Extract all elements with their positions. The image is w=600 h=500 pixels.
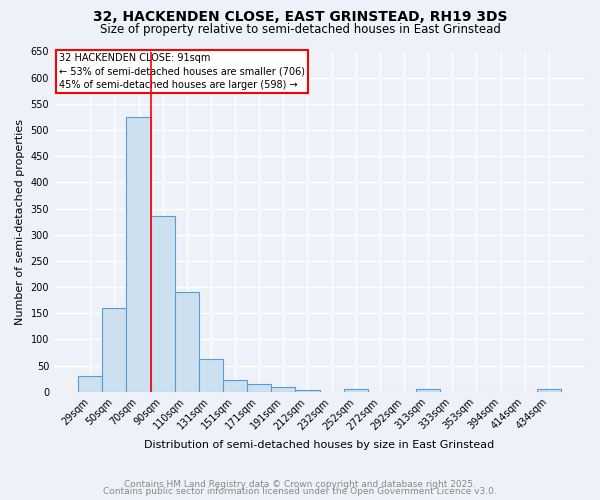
Bar: [78, 376, 103, 392]
X-axis label: Distribution of semi-detached houses by size in East Grinstead: Distribution of semi-detached houses by …: [145, 440, 494, 450]
Bar: [127, 117, 151, 392]
Bar: [344, 389, 368, 392]
Bar: [537, 389, 561, 392]
Bar: [223, 380, 247, 392]
Text: Contains public sector information licensed under the Open Government Licence v3: Contains public sector information licen…: [103, 487, 497, 496]
Bar: [103, 308, 127, 392]
Bar: [175, 292, 199, 392]
Bar: [271, 386, 295, 392]
Text: Contains HM Land Registry data © Crown copyright and database right 2025.: Contains HM Land Registry data © Crown c…: [124, 480, 476, 489]
Text: Size of property relative to semi-detached houses in East Grinstead: Size of property relative to semi-detach…: [100, 22, 500, 36]
Y-axis label: Number of semi-detached properties: Number of semi-detached properties: [15, 118, 25, 324]
Bar: [151, 216, 175, 392]
Bar: [416, 389, 440, 392]
Bar: [199, 360, 223, 392]
Bar: [247, 384, 271, 392]
Bar: [295, 390, 320, 392]
Text: 32 HACKENDEN CLOSE: 91sqm
← 53% of semi-detached houses are smaller (706)
45% of: 32 HACKENDEN CLOSE: 91sqm ← 53% of semi-…: [59, 53, 305, 90]
Text: 32, HACKENDEN CLOSE, EAST GRINSTEAD, RH19 3DS: 32, HACKENDEN CLOSE, EAST GRINSTEAD, RH1…: [93, 10, 507, 24]
